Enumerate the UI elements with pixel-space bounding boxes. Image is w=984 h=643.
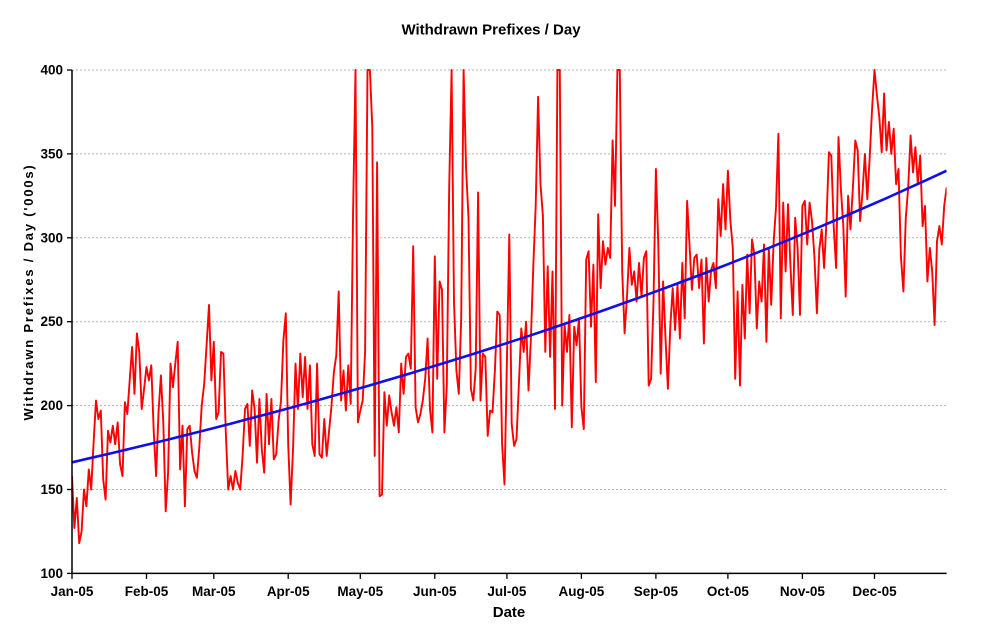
svg-text:Oct-05: Oct-05 bbox=[707, 584, 750, 599]
svg-text:150: 150 bbox=[40, 482, 63, 497]
svg-text:May-05: May-05 bbox=[337, 584, 383, 599]
svg-text:100: 100 bbox=[40, 566, 63, 581]
svg-text:Jun-05: Jun-05 bbox=[413, 584, 457, 599]
svg-text:Mar-05: Mar-05 bbox=[192, 584, 236, 599]
svg-text:Apr-05: Apr-05 bbox=[267, 584, 310, 599]
svg-text:Jan-05: Jan-05 bbox=[51, 584, 94, 599]
svg-text:Nov-05: Nov-05 bbox=[780, 584, 826, 599]
svg-text:200: 200 bbox=[40, 398, 63, 413]
svg-text:Aug-05: Aug-05 bbox=[559, 584, 605, 599]
svg-text:300: 300 bbox=[40, 230, 63, 245]
svg-text:350: 350 bbox=[40, 146, 63, 161]
svg-text:Withdrawn Prefixes / Day ('000: Withdrawn Prefixes / Day ('000s) bbox=[21, 163, 36, 420]
svg-text:Sep-05: Sep-05 bbox=[634, 584, 679, 599]
svg-text:250: 250 bbox=[40, 314, 63, 329]
svg-text:Dec-05: Dec-05 bbox=[852, 584, 897, 599]
svg-text:400: 400 bbox=[40, 63, 63, 78]
svg-text:Feb-05: Feb-05 bbox=[125, 584, 169, 599]
svg-text:Withdrawn Prefixes / Day: Withdrawn Prefixes / Day bbox=[401, 22, 581, 39]
svg-text:Date: Date bbox=[493, 604, 526, 621]
svg-text:Jul-05: Jul-05 bbox=[487, 584, 527, 599]
